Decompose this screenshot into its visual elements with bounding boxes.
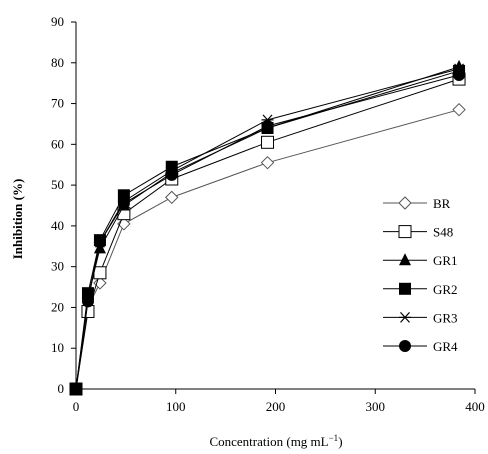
legend-item-gr3: GR3	[383, 310, 458, 325]
x-axis-title: Concentration (mg mL−1)	[209, 433, 342, 449]
x-axis-title-suffix: )	[338, 434, 342, 449]
data-point-gr4	[93, 236, 106, 249]
legend-label: S48	[433, 225, 453, 240]
data-point-br	[260, 155, 275, 170]
x-tick-label: 300	[366, 399, 386, 414]
legend-item-gr2: GR2	[383, 282, 458, 297]
legend-marker-br	[398, 196, 412, 210]
data-point-gr4	[165, 168, 178, 181]
legend-item-gr1: GR1	[383, 253, 458, 268]
x-tick-label: 100	[166, 399, 186, 414]
y-axis-title: Inhibition (%)	[10, 179, 25, 260]
data-point-gr4	[117, 197, 130, 210]
y-tick-label: 0	[58, 381, 65, 396]
y-tick-label: 60	[51, 136, 64, 151]
y-tick-label: 90	[51, 14, 64, 29]
legend-item-s48: S48	[383, 225, 453, 240]
y-tick-label: 80	[51, 55, 64, 70]
data-point-gr4	[70, 383, 82, 395]
x-axis-title-superscript: −1	[329, 433, 339, 443]
data-point-br	[165, 190, 179, 205]
legend-label: GR4	[433, 339, 458, 354]
y-tick-label: 70	[51, 96, 64, 111]
x-ticks: 0 100 200 300 400	[73, 389, 485, 414]
y-tick-label: 40	[51, 218, 64, 233]
y-tick-label: 10	[51, 340, 64, 355]
legend-label: GR3	[433, 310, 458, 325]
y-ticks: 0 10 20 30 40 50 60 70 80 90	[51, 14, 76, 396]
x-tick-label: 400	[465, 399, 485, 414]
x-tick-label: 200	[266, 399, 286, 414]
legend-label: GR1	[433, 253, 458, 268]
legend-marker-gr1	[399, 253, 411, 266]
x-axis-title-main: Concentration (mg mL	[209, 434, 328, 449]
data-point-s48	[93, 266, 107, 280]
legend-item-gr4: GR4	[383, 339, 458, 354]
x-tick-label: 0	[73, 399, 80, 414]
legend-marker-gr3	[399, 311, 411, 323]
data-point-s48	[261, 135, 275, 149]
data-point-gr4	[81, 295, 94, 308]
legend-label: BR	[433, 196, 451, 211]
legend-label: GR2	[433, 282, 458, 297]
legend-item-br: BR	[383, 196, 451, 211]
y-tick-label: 50	[51, 177, 64, 192]
legend: BR S48 GR1 GR2 GR3 GR4	[383, 196, 458, 354]
data-point-gr4	[453, 69, 466, 82]
data-point-gr4	[261, 119, 274, 132]
legend-marker-gr2	[399, 282, 411, 295]
data-point-br	[452, 102, 466, 117]
series-layer	[69, 59, 466, 396]
series-gr4	[70, 69, 466, 395]
data-point-br	[93, 276, 107, 290]
y-tick-label: 20	[51, 299, 64, 314]
legend-marker-gr4	[399, 340, 411, 352]
y-tick-label: 30	[51, 259, 64, 274]
legend-marker-s48	[398, 225, 412, 239]
